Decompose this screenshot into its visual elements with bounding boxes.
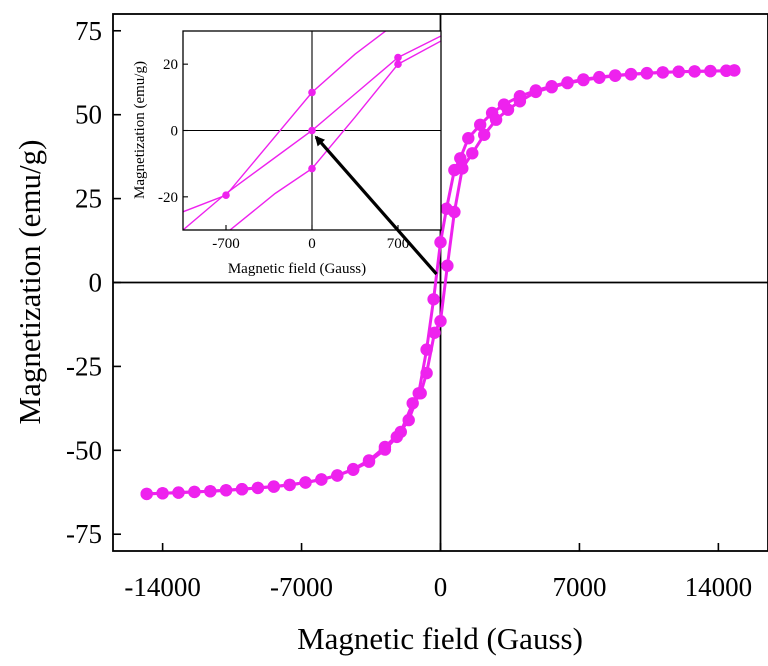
inset-data-point [308, 126, 316, 135]
data-point [140, 487, 153, 501]
zoom-arrow [314, 135, 438, 276]
inset-axis-ticks: -700 0 700 -20 0 20 [158, 57, 409, 252]
x-tick-label: 14000 [685, 572, 753, 602]
inset-y-tick-label: 0 [171, 124, 179, 140]
inset-data-point [222, 191, 230, 199]
data-point [441, 259, 454, 272]
y-tick-label: 25 [75, 184, 102, 214]
data-point [315, 473, 328, 486]
data-point [428, 326, 441, 339]
y-tick-label: 75 [75, 16, 102, 46]
data-point [454, 152, 467, 165]
inset-data-point [308, 88, 316, 97]
x-tick-label: 7000 [552, 572, 606, 602]
data-point [283, 478, 296, 492]
inset-frame [182, 30, 442, 231]
data-point [501, 103, 515, 116]
inset-y-axis-title: Magnetization (emu/g) [132, 61, 148, 199]
inset-x-axis-title: Magnetic field (Gauss) [228, 261, 366, 277]
data-point [347, 462, 360, 476]
data-point [624, 68, 638, 81]
inset-data-point [394, 53, 402, 62]
data-point [251, 481, 265, 495]
data-point [420, 343, 433, 356]
data-point [204, 485, 217, 498]
data-point [656, 66, 669, 79]
inset-y-tick-label: 20 [163, 57, 178, 73]
data-point [704, 64, 717, 78]
data-point [478, 128, 491, 141]
data-point [267, 480, 280, 493]
y-tick-label: -25 [66, 351, 102, 381]
y-axis-title: Magnetization (emu/g) [12, 140, 47, 425]
data-point [402, 413, 415, 427]
data-point [545, 81, 558, 94]
y-tick-label: 50 [75, 100, 102, 130]
y-tick-label: 0 [89, 268, 103, 298]
data-point [466, 147, 479, 160]
data-point [448, 205, 461, 219]
data-point [640, 67, 654, 80]
data-point [577, 73, 590, 87]
data-point [728, 64, 741, 77]
inset-x-tick-label: 700 [387, 236, 410, 252]
inset-x-tick-label: 0 [308, 236, 316, 252]
data-point [529, 85, 542, 99]
x-axis-title: Magnetic field (Gauss) [297, 621, 583, 656]
data-point [299, 476, 312, 489]
data-point [474, 118, 487, 131]
data-point [456, 162, 469, 175]
data-point [489, 113, 503, 126]
data-point [362, 454, 376, 467]
data-point [235, 483, 249, 496]
data-point [219, 484, 233, 497]
data-point [513, 95, 527, 108]
data-point [188, 485, 201, 499]
x-tick-label: -7000 [270, 572, 333, 602]
data-point [434, 236, 447, 249]
data-point [394, 425, 407, 439]
inset-chart: -700 0 700 -20 0 20 Magnetic field (Gauss) Ma… [132, 30, 442, 277]
y-tick-label: -50 [66, 435, 102, 465]
data-point [427, 293, 440, 306]
data-point [434, 314, 447, 328]
inset-data-point [394, 60, 402, 68]
inset-data-point [308, 164, 316, 173]
data-point [378, 440, 392, 454]
data-point [561, 76, 574, 90]
data-point [672, 65, 685, 78]
inset-y-tick-label: -20 [158, 190, 178, 206]
data-point [406, 397, 419, 410]
inset-x-tick-label: -700 [212, 236, 240, 252]
y-tick-label: -75 [66, 519, 102, 549]
data-point [688, 65, 701, 78]
data-point [414, 387, 427, 400]
data-point [156, 487, 169, 500]
data-point [593, 71, 606, 85]
inset-markers [222, 53, 402, 199]
data-series [140, 64, 741, 501]
data-point [331, 469, 344, 482]
data-point [462, 132, 475, 145]
data-point [420, 366, 433, 380]
x-tick-label: 0 [434, 572, 448, 602]
inset-curve [183, 31, 387, 213]
x-tick-label: -14000 [124, 572, 201, 602]
data-point [172, 486, 185, 499]
data-point [609, 69, 622, 83]
